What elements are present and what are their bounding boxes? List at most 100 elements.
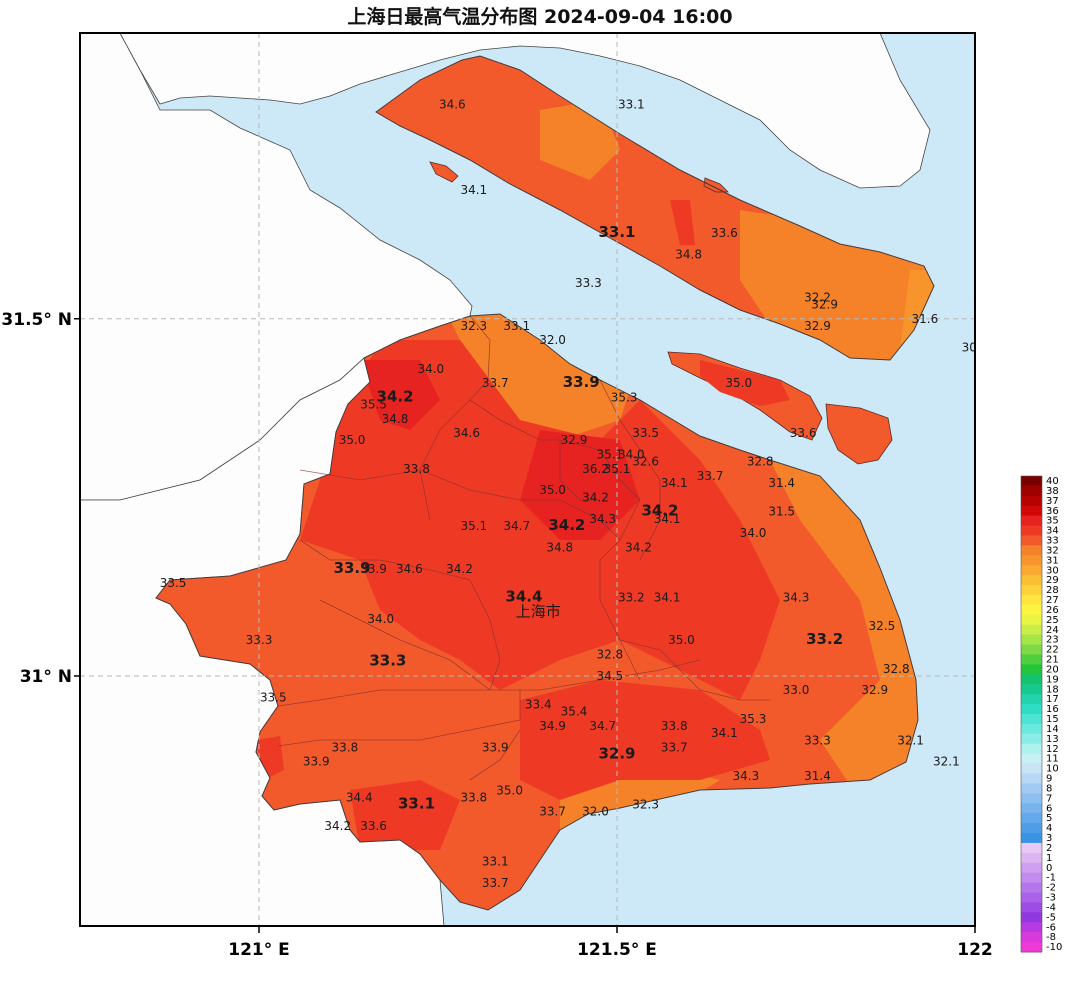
station-value: 33.9: [360, 562, 387, 576]
legend-swatch: [1021, 723, 1042, 735]
legend-label: 5: [1046, 813, 1052, 824]
station-value: 34.3: [783, 590, 810, 604]
station-value-major: 33.3: [369, 652, 406, 670]
small-island: [703, 177, 729, 193]
station-value: 33.5: [260, 690, 287, 704]
station-value: 33.8: [332, 740, 359, 754]
station-value: 34.0: [740, 526, 767, 540]
legend-label: 28: [1046, 585, 1059, 596]
legend-swatch: [1021, 704, 1042, 715]
station-value: 33.7: [482, 876, 509, 890]
station-value: 34.7: [589, 719, 616, 733]
station-value-major: 34.2: [548, 516, 585, 534]
legend-swatch: [1021, 932, 1042, 943]
legend-label: 23: [1046, 635, 1059, 646]
station-value: 33.5: [160, 576, 187, 590]
station-value: 32.9: [804, 319, 831, 333]
legend-swatch: [1021, 694, 1042, 705]
station-value: 33.8: [661, 719, 688, 733]
legend-swatch: [1021, 793, 1042, 804]
legend-label: -6: [1046, 922, 1056, 933]
station-value: 35.0: [668, 633, 695, 647]
legend-label: -10: [1046, 942, 1062, 953]
legend-swatch: [1021, 753, 1042, 765]
legend-swatch: [1021, 763, 1042, 774]
station-value: 32.8: [596, 648, 623, 662]
legend-label: 16: [1046, 704, 1059, 715]
legend-label: 15: [1046, 714, 1059, 725]
map-title: 上海日最高气温分布图 2024-09-04 16:00: [347, 6, 733, 28]
station-value: 34.6: [439, 97, 466, 111]
station-value: 34.0: [417, 362, 444, 376]
station-value: 33.8: [460, 790, 487, 804]
hengsha-island: [825, 403, 893, 465]
legend-swatch: [1021, 485, 1042, 497]
legend-swatch: [1021, 922, 1042, 933]
small-island: [429, 161, 459, 183]
station-value: 34.8: [675, 247, 702, 261]
legend-swatch: [1021, 842, 1042, 854]
station-value: 33.6: [360, 819, 387, 833]
station-value: 33.7: [539, 805, 566, 819]
legend-swatch: [1021, 714, 1042, 725]
station-value: 32.3: [632, 798, 659, 812]
station-value-major: 34.2: [377, 387, 414, 405]
station-value: 32.9: [561, 433, 588, 447]
x-tick-label: 122: [957, 940, 993, 960]
legend-swatch: [1021, 664, 1042, 675]
legend-label: 13: [1046, 734, 1059, 745]
legend-swatch: [1021, 783, 1042, 794]
station-value: 33.9: [482, 740, 509, 754]
legend-label: 1: [1046, 853, 1052, 864]
map-canvas: 34.6 33.134.133.134.833.633.332.232.931.6…: [80, 33, 989, 926]
station-value: 35.0: [339, 433, 366, 447]
station-value: 35.1: [460, 519, 487, 533]
station-value-major: 33.9: [334, 559, 371, 577]
legend-swatch: [1021, 773, 1042, 784]
legend-label: 0: [1046, 863, 1052, 874]
legend-swatch: [1021, 634, 1042, 646]
legend-label: -2: [1046, 883, 1056, 894]
station-value: 35.3: [611, 390, 638, 404]
station-value: 35.1: [604, 462, 631, 476]
y-tick-label: 31° N: [20, 667, 72, 687]
legend-label: 10: [1046, 764, 1059, 775]
station-value: 34.6: [453, 426, 480, 440]
station-value: 34.3: [589, 512, 616, 526]
station-value: 32.9: [811, 297, 838, 311]
legend-swatch: [1021, 644, 1042, 655]
legend-swatch: [1021, 565, 1042, 576]
legend-swatch: [1021, 585, 1042, 596]
station-value: 30.8: [962, 340, 989, 354]
station-value: 36.2: [582, 462, 609, 476]
station-value: 35.4: [561, 705, 588, 719]
station-value-major: 33.2: [806, 630, 843, 648]
station-value: 33.5: [632, 426, 659, 440]
station-value: 33.4: [525, 698, 552, 712]
station-value: 34.1: [654, 512, 681, 526]
legend-label: 24: [1046, 625, 1059, 636]
station-value: 35.0: [539, 483, 566, 497]
station-value: 33.8: [403, 462, 430, 476]
station-value-major: 33.1: [598, 223, 635, 241]
station-value-major: 33.1: [398, 795, 435, 813]
y-tick-label: 31.5° N: [1, 310, 72, 330]
legend-label: 30: [1046, 565, 1059, 576]
legend-swatch: [1021, 575, 1042, 586]
station-value: 32.8: [747, 455, 774, 469]
legend-label: -4: [1046, 902, 1056, 913]
legend-label: 26: [1046, 605, 1059, 616]
station-value: 34.2: [446, 562, 473, 576]
legend-swatch: [1021, 803, 1042, 814]
station-value: 32.0: [582, 805, 609, 819]
station-value: 34.5: [596, 669, 623, 683]
legend-swatch: [1021, 684, 1042, 695]
station-value: 32.2: [804, 290, 831, 304]
legend-label: 36: [1046, 506, 1059, 517]
station-values: 34.6 33.134.133.134.833.633.332.232.931.6…: [160, 97, 989, 890]
station-value: 32.9: [861, 683, 888, 697]
legend-swatch: [1021, 912, 1042, 923]
station-value: 34.1: [711, 726, 738, 740]
station-value: 33.1: [503, 319, 530, 333]
